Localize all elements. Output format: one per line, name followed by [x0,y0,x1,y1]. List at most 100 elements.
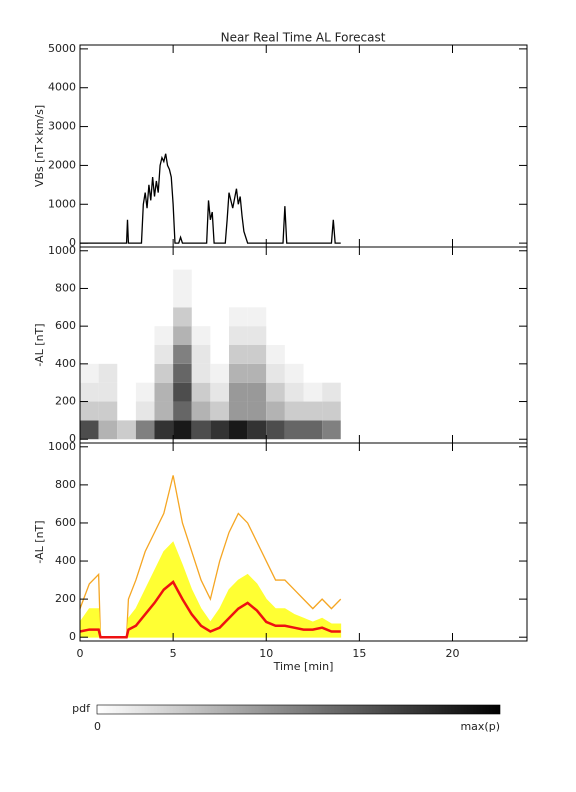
series-line [79,475,342,638]
pdf-cell [154,401,174,421]
pdf-cell [247,363,267,383]
pdf-cell [210,401,229,421]
plot-frame [79,442,528,642]
pdf-cell [210,420,229,440]
pdf-cell [154,363,174,383]
pdf-cell [266,363,285,383]
pdf-cell [284,401,304,421]
y-tick-label: 5000 [48,42,76,55]
pdf-cell [117,420,136,440]
series-line [79,580,341,639]
y-tick-label: 400 [55,357,76,370]
y-tick-label: 400 [55,554,76,567]
pdf-cell [229,420,248,440]
pdf-cell [173,382,192,402]
y-tick-label: 0 [69,236,76,249]
pdf-cell [98,363,118,383]
pdf-cell [191,382,211,402]
pdf-cell [266,382,285,402]
pdf-cell [173,269,192,289]
pdf-cell [266,420,285,440]
y-tick-label: 1000 [48,244,76,257]
pdf-cell [266,401,285,421]
pdf-cell [322,401,341,421]
y-axis-label: -AL [nT] [33,520,46,563]
colorbar-min: 0 [94,720,101,733]
series-line [80,153,341,244]
pdf-cell [191,420,211,440]
pdf-cell [173,363,192,383]
pdf-cell [229,363,248,383]
y-tick-label: 2000 [48,158,76,171]
pdf-cell [284,382,304,402]
y-tick-label: 4000 [48,81,76,94]
pdf-cell [154,382,174,402]
pdf-cell [284,363,304,383]
pdf-cell [98,382,118,402]
pdf-cell [247,420,267,440]
pdf-cell [247,345,267,364]
y-tick-label: 0 [69,630,76,643]
pdf-cell [322,382,341,402]
pdf-cell [173,326,192,345]
pdf-cell [80,420,99,440]
pdf-cell [303,401,323,421]
pdf-cell [229,326,248,345]
pdf-cell [229,345,248,364]
pdf-cell [322,420,341,440]
pdf-cell [98,401,118,421]
pdf-cell [173,288,192,308]
x-tick-label: 10 [259,647,273,660]
y-axis-label: VBs [nT×km/s] [33,105,46,187]
pdf-cell [135,420,155,440]
pdf-cell [173,345,192,364]
y-axis-label: -AL [nT] [33,323,46,366]
pdf-cell [210,382,229,402]
x-tick-label: 20 [446,647,460,660]
pdf-cell [154,420,174,440]
pdf-cell [173,401,192,421]
pdf-cell [154,326,174,345]
y-tick-label: 200 [55,592,76,605]
pdf-cell [173,307,192,327]
pdf-cell [173,420,192,440]
pdf-cell [210,363,229,383]
pdf-cell [98,420,118,440]
y-tick-label: 3000 [48,120,76,133]
pdf-cell [303,382,323,402]
y-tick-label: 0 [69,432,76,445]
pdf-cell [80,401,99,421]
y-tick-label: 800 [55,281,76,294]
pdf-cell [247,382,267,402]
pdf-cell [135,401,155,421]
colorbar-label: pdf [72,702,91,715]
y-tick-label: 600 [55,516,76,529]
pdf-cell [303,420,323,440]
y-tick-label: 1000 [48,197,76,210]
pdf-cell [229,307,248,327]
x-axis-label: Time [min] [273,660,334,673]
y-tick-label: 600 [55,319,76,332]
x-tick-label: 15 [352,647,366,660]
pdf-cell [191,401,211,421]
pdf-cell [191,363,211,383]
pdf-cell [80,382,99,402]
pdf-cell [266,345,285,364]
band-area [79,541,342,638]
x-tick-label: 5 [170,647,177,660]
pdf-cell [191,345,211,364]
y-tick-label: 200 [55,395,76,408]
pdf-cell [247,307,267,327]
y-tick-label: 800 [55,478,76,491]
colorbar [96,704,501,715]
pdf-cell [80,363,99,383]
pdf-cell [284,420,304,440]
x-tick-label: 0 [77,647,84,660]
y-tick-label: 1000 [48,440,76,453]
pdf-cell [154,345,174,364]
pdf-cell [229,401,248,421]
plot-frame [79,44,528,248]
pdf-cell [229,382,248,402]
